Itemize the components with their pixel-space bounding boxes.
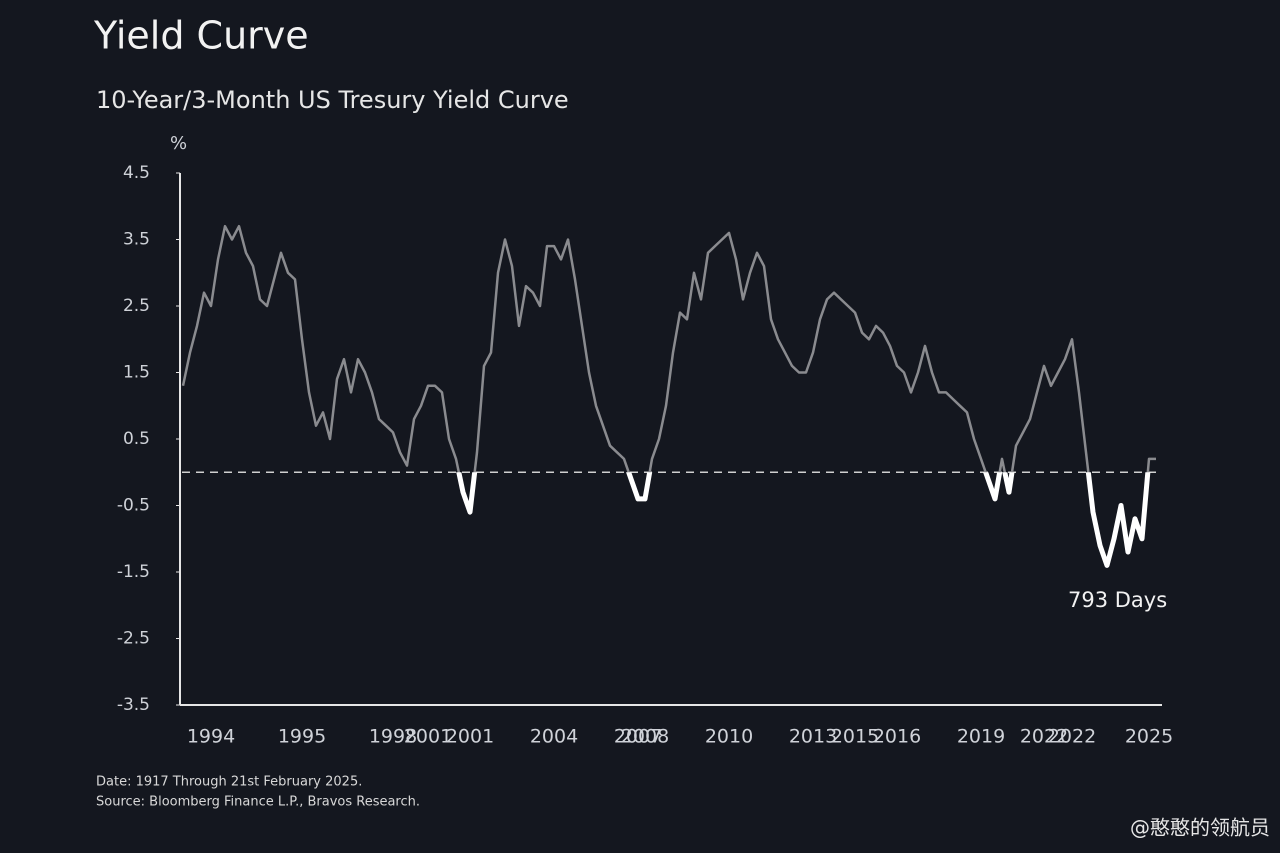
x-tick-label: 2015 (831, 726, 879, 748)
y-tick-label: -2.5 (117, 629, 150, 649)
y-tick-label: 1.5 (123, 363, 150, 383)
inversion-line (456, 472, 1151, 568)
x-tick-label: 2010 (705, 726, 753, 748)
chart-subtitle: 10-Year/3-Month US Tresury Yield Curve (96, 86, 569, 114)
x-tick-label: 2007 (614, 726, 662, 748)
x-tick-label: 2013 (789, 726, 837, 748)
x-tick-label: 1998 (369, 726, 417, 748)
footnote: Source: Bloomberg Finance L.P., Bravos R… (96, 795, 420, 810)
chart-title: Yield Curve (93, 14, 309, 58)
x-tick-label: 2025 (1125, 726, 1173, 748)
x-tick-label: 2001 (446, 726, 494, 748)
y-tick-label: 0.5 (123, 429, 150, 449)
annotation: 793 Days (1068, 588, 1167, 612)
y-tick-label: -0.5 (117, 496, 150, 516)
x-tick-label: 2022 (1020, 726, 1068, 748)
x-tick-label: 2022 (1048, 726, 1096, 748)
line (181, 224, 1156, 567)
footnote: Date: 1917 Through 21st February 2025. (96, 775, 362, 790)
y-axis-label: % (170, 133, 187, 154)
x-tick-label: 1995 (278, 726, 326, 748)
x-tick-label: 2016 (873, 726, 921, 748)
y-tick-label: 4.5 (123, 163, 150, 183)
y-tick-label: -3.5 (117, 695, 150, 715)
watermark: @憨憨的领航员 (1130, 816, 1270, 840)
x-tick-label: 2019 (957, 726, 1005, 748)
x-tick-label: 1994 (187, 726, 235, 748)
x-tick-label: 2004 (530, 726, 578, 748)
y-tick-label: -1.5 (117, 562, 150, 582)
y-tick-label: 3.5 (123, 230, 150, 250)
x-tick-label: 2008 (621, 726, 669, 748)
y-tick-label: 2.5 (123, 296, 150, 316)
x-tick-label: 2001 (404, 726, 452, 748)
